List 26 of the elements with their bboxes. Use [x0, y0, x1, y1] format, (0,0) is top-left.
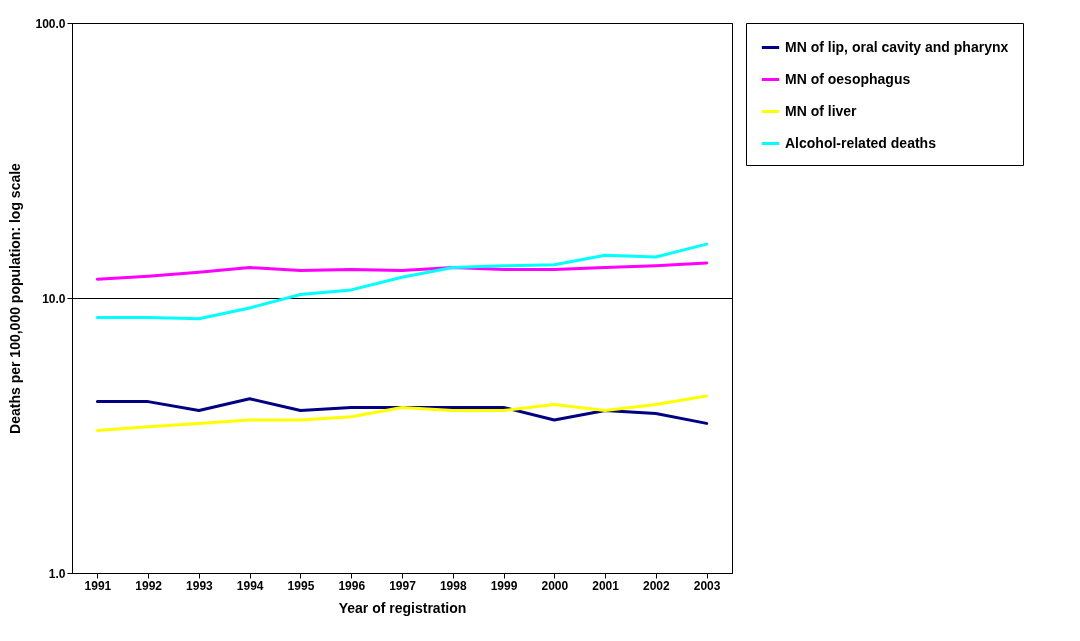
x-tick-label: 2003 — [693, 578, 721, 593]
x-tick-label: 1996 — [338, 578, 366, 593]
x-tick-label: 2000 — [541, 578, 569, 593]
line-series — [95, 242, 709, 321]
legend-label: MN of liver — [785, 102, 858, 119]
x-tick-label: 1998 — [439, 578, 467, 593]
legend-label: MN of lip, oral cavity and pharynx — [785, 38, 1009, 55]
x-tick-label: 1995 — [287, 578, 315, 593]
line-series — [95, 261, 709, 281]
y-axis-title: Deaths per 100,000 population: log scale — [7, 162, 24, 434]
x-axis-title: Year of registration — [338, 599, 467, 616]
x-tick-label: 1992 — [135, 578, 163, 593]
y-tick-label: 10.0 — [42, 291, 66, 306]
x-tick-label: 1993 — [186, 578, 214, 593]
x-tick-label: 2001 — [592, 578, 620, 593]
x-tick-label: 1991 — [84, 578, 112, 593]
x-tick-label: 1997 — [389, 578, 417, 593]
line-series — [95, 394, 709, 432]
x-tick-label: 1994 — [236, 578, 264, 593]
x-tick-label: 1999 — [490, 578, 518, 593]
y-tick-label: 100.0 — [35, 16, 66, 31]
x-tick-label: 2002 — [642, 578, 671, 593]
line-series — [95, 397, 709, 425]
legend-label: MN of oesophagus — [785, 70, 911, 87]
legend-label: Alcohol-related deaths — [785, 134, 937, 151]
y-tick-label: 1.0 — [48, 566, 66, 581]
